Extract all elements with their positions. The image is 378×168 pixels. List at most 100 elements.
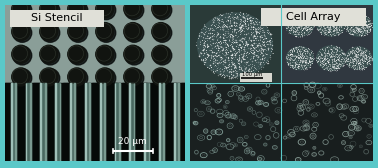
Circle shape: [316, 45, 346, 71]
Bar: [74, 83, 75, 161]
Bar: [15, 83, 16, 161]
Ellipse shape: [12, 68, 30, 86]
Bar: [159, 83, 164, 161]
Ellipse shape: [69, 46, 88, 65]
Bar: [89, 83, 90, 161]
Bar: [70, 83, 75, 161]
Bar: [174, 83, 175, 161]
Bar: [85, 83, 90, 161]
Text: Si Stencil: Si Stencil: [31, 13, 83, 23]
Bar: [100, 83, 105, 161]
Circle shape: [345, 46, 372, 70]
Bar: [77, 83, 87, 161]
Bar: [10, 10, 104, 27]
Ellipse shape: [13, 23, 32, 42]
Bar: [144, 83, 149, 161]
Ellipse shape: [69, 1, 88, 20]
Bar: [281, 83, 373, 161]
Bar: [11, 83, 16, 161]
Ellipse shape: [96, 0, 114, 18]
Bar: [166, 83, 176, 161]
Ellipse shape: [152, 68, 170, 86]
Ellipse shape: [152, 0, 170, 18]
Ellipse shape: [40, 0, 58, 18]
Bar: [5, 83, 185, 161]
Bar: [190, 5, 281, 83]
Circle shape: [285, 11, 315, 37]
Ellipse shape: [96, 68, 114, 86]
Circle shape: [345, 14, 372, 37]
Bar: [262, 8, 366, 26]
Ellipse shape: [41, 69, 60, 88]
Bar: [30, 83, 31, 161]
Bar: [115, 83, 119, 161]
Bar: [281, 5, 373, 83]
Ellipse shape: [125, 1, 144, 20]
Bar: [174, 83, 179, 161]
Ellipse shape: [153, 1, 172, 20]
Ellipse shape: [124, 45, 142, 63]
Bar: [104, 83, 105, 161]
Circle shape: [197, 12, 273, 77]
Bar: [92, 83, 102, 161]
Ellipse shape: [97, 1, 116, 20]
Bar: [152, 83, 161, 161]
Ellipse shape: [152, 23, 170, 41]
Ellipse shape: [96, 45, 114, 63]
Ellipse shape: [97, 46, 116, 65]
Ellipse shape: [41, 1, 60, 20]
Ellipse shape: [69, 23, 88, 42]
Ellipse shape: [152, 45, 170, 63]
Ellipse shape: [41, 23, 60, 42]
Ellipse shape: [41, 46, 60, 65]
Ellipse shape: [40, 68, 58, 86]
Ellipse shape: [68, 68, 86, 86]
Bar: [163, 83, 164, 161]
Bar: [40, 83, 41, 161]
Ellipse shape: [68, 0, 86, 18]
Ellipse shape: [12, 23, 30, 41]
Ellipse shape: [13, 69, 32, 88]
Bar: [181, 83, 191, 161]
Bar: [178, 83, 179, 161]
Bar: [55, 83, 56, 161]
Bar: [5, 5, 185, 83]
Ellipse shape: [68, 23, 86, 41]
Ellipse shape: [12, 0, 30, 18]
Ellipse shape: [124, 23, 142, 41]
Ellipse shape: [68, 45, 86, 63]
Ellipse shape: [13, 46, 32, 65]
Bar: [26, 83, 31, 161]
Ellipse shape: [124, 68, 142, 86]
Circle shape: [286, 46, 314, 70]
Ellipse shape: [13, 1, 32, 20]
Bar: [3, 83, 13, 161]
Bar: [85, 83, 86, 161]
Ellipse shape: [97, 23, 116, 42]
Ellipse shape: [12, 45, 30, 63]
Bar: [40, 83, 46, 161]
Bar: [129, 83, 135, 161]
Bar: [190, 83, 281, 161]
Text: 100 μm: 100 μm: [242, 72, 263, 77]
Text: 20 μm: 20 μm: [118, 137, 147, 146]
Circle shape: [316, 11, 346, 37]
Bar: [107, 83, 117, 161]
Bar: [48, 83, 58, 161]
Ellipse shape: [125, 69, 144, 88]
Bar: [55, 83, 60, 161]
Ellipse shape: [153, 46, 172, 65]
Ellipse shape: [69, 69, 88, 88]
Ellipse shape: [40, 23, 58, 41]
Bar: [144, 83, 145, 161]
Text: Cell Array: Cell Array: [287, 12, 341, 22]
Ellipse shape: [153, 23, 172, 42]
Ellipse shape: [124, 0, 142, 18]
Bar: [45, 83, 46, 161]
Bar: [33, 83, 43, 161]
Ellipse shape: [125, 23, 144, 42]
Bar: [137, 83, 147, 161]
Ellipse shape: [125, 46, 144, 65]
Bar: [129, 83, 130, 161]
Bar: [18, 83, 28, 161]
